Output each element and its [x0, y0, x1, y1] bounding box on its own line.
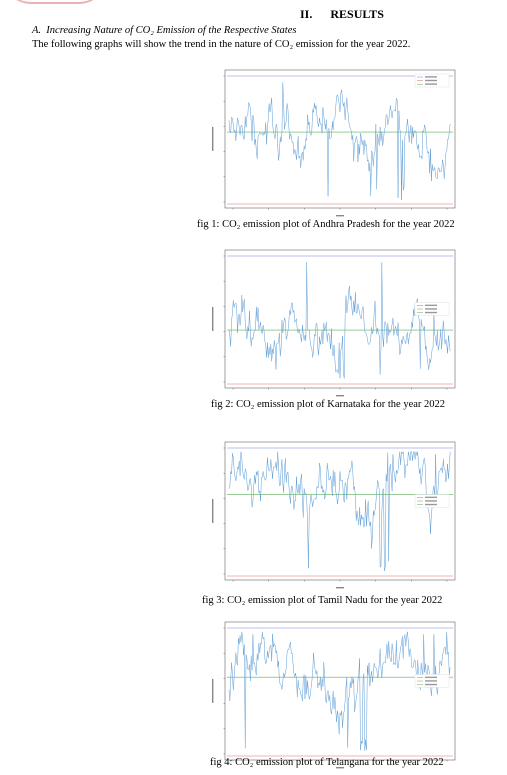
intro-paragraph: The following graphs will show the trend…: [32, 39, 411, 50]
chart-4: [212, 621, 456, 769]
plot-frame: [224, 621, 456, 761]
y-axis-label-mark: [212, 307, 214, 331]
header-logo-arc: [0, 0, 110, 4]
legend-label-mark: [425, 79, 437, 82]
legend-label-mark: [425, 311, 437, 314]
x-axis-label-mark: [336, 215, 344, 217]
emission-series-line: [228, 262, 451, 379]
legend-label-mark: [425, 500, 437, 502]
figure-2-caption: fig 2: CO₂ emission plot of Karnataka fo…: [211, 399, 446, 410]
legend-label-mark: [425, 680, 437, 682]
figure-3-caption: fig 3: CO₂ emission plot of Tamil Nadu f…: [202, 595, 443, 606]
x-axis-label-mark: [336, 395, 344, 397]
legend-label-mark: [425, 503, 437, 506]
chart-1: [212, 69, 456, 217]
legend-label-mark: [425, 683, 437, 686]
figure-2: [205, 238, 467, 403]
chart-2: [212, 249, 456, 397]
x-axis-label-mark: [336, 767, 344, 769]
subsection-heading: A. Increasing Nature of CO₂ Emission of …: [32, 25, 296, 36]
legend-label-mark: [425, 496, 437, 499]
section-number: II.: [300, 7, 313, 21]
figure-1-caption: fig 1: CO₂ emission plot of Andhra Prade…: [197, 219, 455, 230]
emission-series-line: [228, 82, 451, 200]
y-axis-label-mark: [212, 499, 214, 523]
legend-label-mark: [425, 308, 437, 310]
emission-series-line: [228, 631, 451, 751]
y-axis-label-mark: [212, 679, 214, 703]
x-axis-label-mark: [336, 587, 344, 589]
figure-1: [205, 58, 467, 223]
plot-frame: [224, 441, 456, 581]
plot-frame: [224, 69, 456, 209]
subsection-title: Increasing Nature of CO₂ Emission of the…: [46, 25, 297, 36]
subsection-prefix: A.: [32, 25, 42, 36]
emission-series-line: [228, 450, 451, 571]
figure-3: [205, 430, 467, 595]
chart-3: [212, 441, 456, 589]
section-title: RESULTS: [330, 7, 384, 21]
section-heading: II. RESULTS: [300, 7, 384, 22]
y-axis-label-mark: [212, 127, 214, 151]
legend-label-mark: [425, 83, 437, 85]
figure-4-caption: fig 4: CO₂ emission plot of Telangana fo…: [210, 757, 444, 768]
legend-label-mark: [425, 304, 437, 307]
figure-4: [205, 610, 467, 775]
legend-label-mark: [425, 76, 437, 78]
legend-label-mark: [425, 676, 437, 679]
